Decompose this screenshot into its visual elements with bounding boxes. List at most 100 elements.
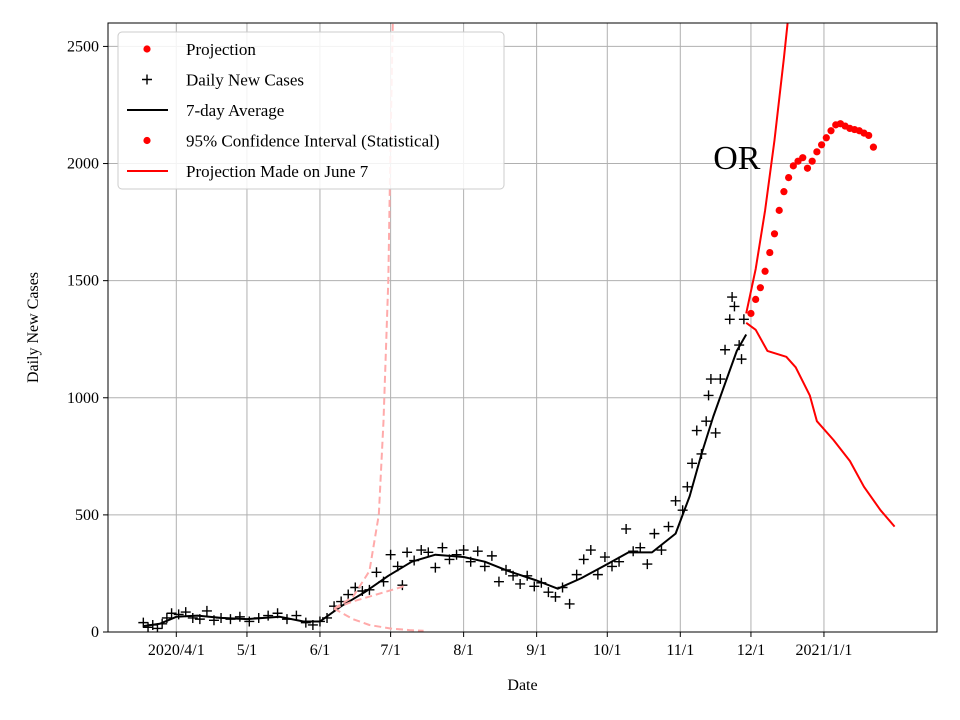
daily-case-point — [493, 576, 504, 587]
x-tick-label: 6/1 — [310, 642, 330, 659]
projection-point — [761, 267, 769, 275]
y-axis-label: Daily New Cases — [25, 272, 42, 383]
daily-case-point — [656, 545, 667, 556]
projection-point — [808, 157, 816, 165]
daily-case-point — [550, 591, 561, 602]
series-95-confidence-interval-lower — [745, 321, 896, 528]
projection-point — [803, 164, 812, 172]
projection-point — [770, 230, 779, 238]
daily-case-point — [715, 374, 726, 385]
daily-case-point — [201, 605, 212, 616]
projection-point — [813, 148, 821, 156]
daily-case-point — [599, 552, 610, 563]
series-projection — [747, 120, 878, 318]
legend-dot-icon — [143, 136, 151, 145]
daily-case-point — [451, 549, 462, 560]
daily-case-point — [458, 545, 469, 556]
95-confidence-interval-upper-line — [745, 23, 789, 314]
plot-series — [138, 23, 896, 632]
daily-case-point — [479, 561, 490, 572]
legend-box — [117, 31, 505, 190]
legend-item: Daily New Cases — [142, 71, 304, 90]
daily-case-point — [585, 545, 596, 556]
daily-case-point — [663, 521, 674, 532]
daily-case-point — [606, 561, 617, 572]
y-tick-label: 2500 — [67, 38, 99, 55]
projection-point — [822, 134, 830, 142]
annotation-or: OR — [713, 140, 761, 177]
daily-case-point — [263, 610, 274, 621]
legend-plus-icon — [142, 74, 152, 85]
legend-label: Projection — [186, 40, 256, 59]
series-projection-made-on-june-7-lower — [333, 607, 424, 632]
daily-case-point — [592, 569, 603, 580]
daily-case-point — [621, 523, 632, 534]
daily-case-point — [720, 344, 731, 355]
x-tick-label: 2021/1/1 — [796, 642, 853, 659]
series-7-day-average — [143, 334, 748, 628]
legend-label: Projection Made on June 7 — [186, 162, 369, 181]
plot-frame — [107, 22, 938, 633]
y-tick-label: 0 — [91, 624, 99, 641]
projection-point — [747, 309, 755, 318]
projection-made-on-june-7-middle-line — [333, 584, 408, 610]
daily-case-point — [402, 547, 413, 558]
x-tick-label: 7/1 — [380, 642, 400, 659]
series-daily-new-cases — [138, 292, 749, 632]
daily-case-point — [515, 578, 526, 589]
daily-case-point — [437, 542, 448, 553]
daily-case-point — [143, 622, 154, 632]
daily-case-point — [727, 292, 738, 303]
legend-item: 95% Confidence Interval (Statistical) — [143, 132, 440, 151]
projection-point — [827, 127, 835, 135]
daily-case-point — [173, 609, 184, 620]
y-tick-label: 1500 — [67, 273, 99, 290]
series-95-confidence-interval-upper — [745, 23, 789, 314]
95-confidence-interval-lower-line — [745, 321, 896, 528]
projection-point — [756, 284, 764, 292]
daily-case-point — [371, 567, 382, 578]
x-tick-label: 10/1 — [593, 642, 621, 659]
daily-case-point — [705, 374, 716, 385]
daily-case-point — [234, 611, 245, 622]
daily-case-point — [724, 314, 735, 325]
legend-item: Projection Made on June 7 — [127, 162, 369, 181]
x-tick-label: 5/1 — [237, 642, 257, 659]
projection-point — [785, 173, 793, 182]
series-projection-made-on-june-7-middle — [333, 584, 408, 610]
projection-point — [869, 143, 878, 151]
legend-item: Projection — [143, 40, 256, 59]
projection-point — [775, 206, 783, 214]
x-tick-label: 2020/4/1 — [148, 642, 205, 659]
daily-case-point — [187, 612, 198, 623]
daily-case-point — [710, 427, 721, 438]
daily-case-point — [300, 617, 311, 628]
projection-point — [780, 188, 788, 196]
daily-case-point — [543, 587, 554, 598]
daily-case-point — [423, 547, 434, 558]
projection-point — [865, 131, 873, 140]
projection-made-on-june-7-lower-line — [333, 607, 424, 632]
daily-case-point — [642, 559, 653, 570]
daily-case-point — [703, 390, 714, 401]
daily-case-point — [578, 554, 589, 565]
daily-case-point — [416, 545, 427, 556]
x-tick-label: 8/1 — [453, 642, 473, 659]
daily-case-point — [701, 416, 712, 427]
daily-case-point — [649, 528, 660, 539]
7-day-average-line — [143, 334, 748, 628]
daily-case-point — [472, 546, 483, 557]
legend-label: 95% Confidence Interval (Statistical) — [186, 132, 440, 151]
projection-point — [817, 141, 826, 149]
y-tick-label: 500 — [75, 507, 99, 524]
daily-case-point — [486, 550, 497, 561]
daily-case-point — [729, 301, 740, 312]
x-tick-label: 11/1 — [666, 642, 694, 659]
daily-case-point — [682, 481, 693, 492]
daily-case-point — [430, 562, 441, 573]
legend: Projection Daily New Cases 7-day Average 95… — [117, 31, 505, 190]
y-tick-label: 2000 — [67, 156, 99, 173]
daily-case-point — [628, 546, 639, 557]
series-projection-made-on-june-7-upper — [333, 23, 394, 610]
